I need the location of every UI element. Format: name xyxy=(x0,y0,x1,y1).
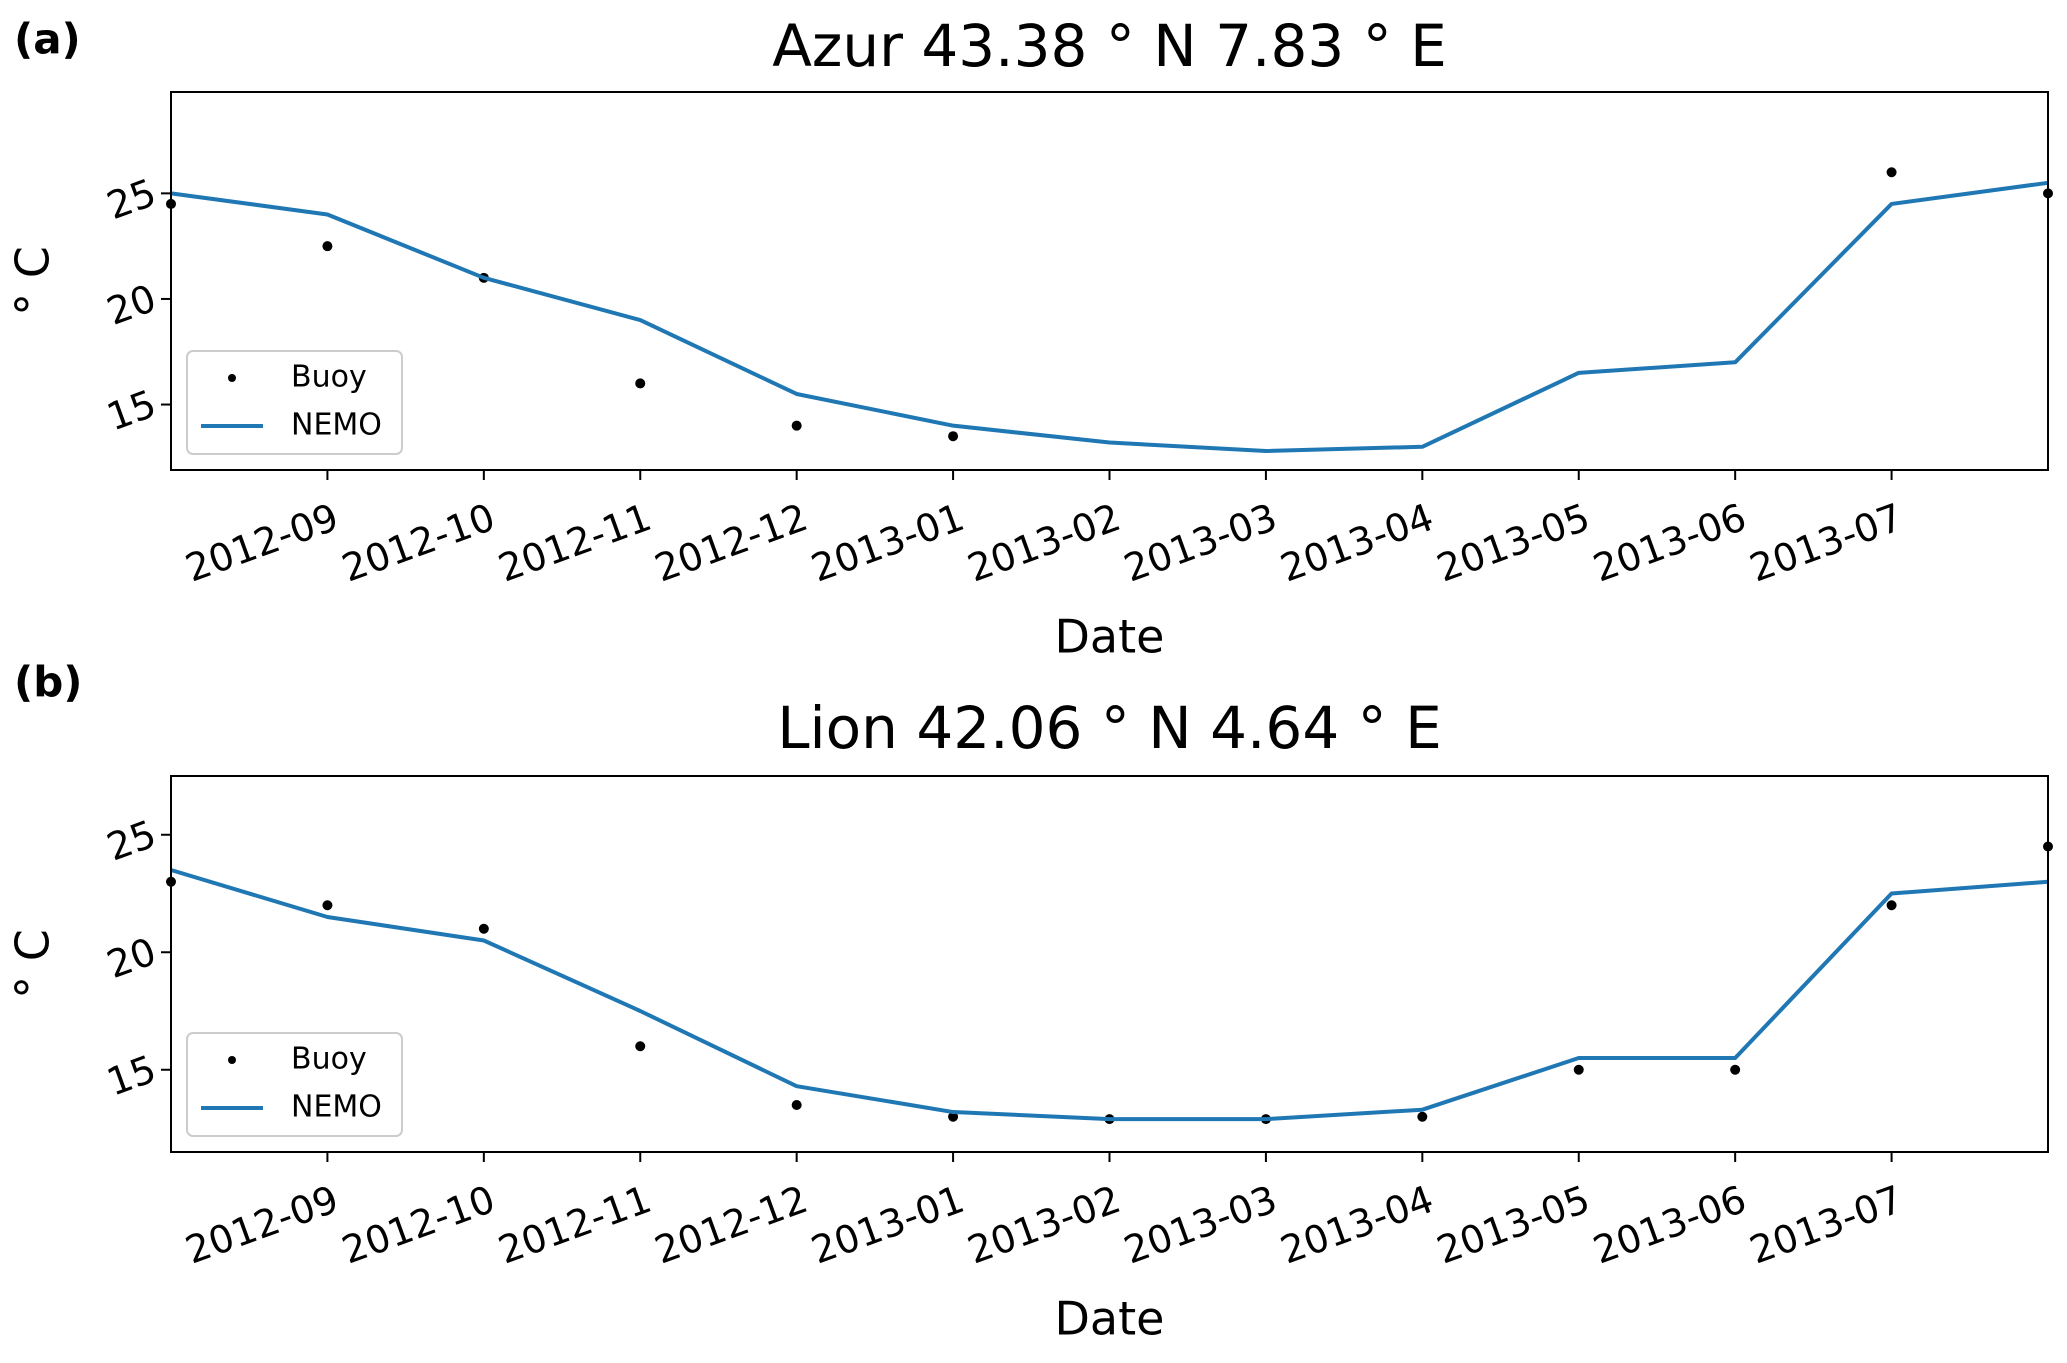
plot-frame xyxy=(170,775,2049,1153)
y-tick-label: 20 xyxy=(101,276,161,334)
x-tick-label: 2012-10 xyxy=(336,1177,500,1273)
buoy-point xyxy=(1573,1064,1584,1075)
buoy-point xyxy=(791,420,802,431)
y-tick-label: 15 xyxy=(101,382,161,440)
x-tick-label: 2012-09 xyxy=(180,495,344,591)
buoy-point xyxy=(791,1100,802,1110)
y-tick-label: 20 xyxy=(101,929,161,987)
legend-label: Buoy xyxy=(291,360,367,395)
legend-label: NEMO xyxy=(291,1090,382,1125)
y-tick-label: 15 xyxy=(101,1047,161,1105)
legend-marker xyxy=(228,1056,236,1064)
buoy-point xyxy=(635,1041,646,1052)
buoy-point xyxy=(322,900,333,911)
x-tick-label: 2013-06 xyxy=(1588,495,1752,591)
legend-label: Buoy xyxy=(291,1042,367,1077)
chart-title: Lion 42.06 ° N 4.64 ° E xyxy=(777,694,1442,762)
x-tick-label: 2013-06 xyxy=(1588,1177,1752,1273)
panel-label: (b) xyxy=(14,658,82,707)
nemo-line xyxy=(170,868,2049,1122)
y-axis-label: ° C xyxy=(6,929,60,999)
x-tick-label: 2013-04 xyxy=(1275,1177,1439,1273)
x-tick-label: 2013-05 xyxy=(1431,495,1595,591)
buoy-point xyxy=(1886,167,1897,178)
x-tick-label: 2012-12 xyxy=(649,1177,813,1273)
x-tick-label: 2012-09 xyxy=(180,1177,344,1273)
x-tick-label: 2013-03 xyxy=(1118,495,1282,591)
x-tick-label: 2012-12 xyxy=(649,495,813,591)
x-tick-label: 2012-11 xyxy=(493,495,657,591)
buoy-point xyxy=(1886,900,1897,911)
x-tick-label: 2013-01 xyxy=(805,495,969,591)
nemo-line xyxy=(170,180,2049,453)
y-axis-label: ° C xyxy=(6,246,60,316)
legend-box xyxy=(186,350,403,455)
buoy-point xyxy=(948,1111,959,1122)
panel-label: (a) xyxy=(14,15,81,64)
x-axis-label: Date xyxy=(1055,610,1165,664)
y-tick-label: 25 xyxy=(101,812,161,870)
x-axis-label: Date xyxy=(1055,1292,1165,1346)
x-tick-label: 2013-03 xyxy=(1118,1177,1282,1273)
x-tick-label: 2013-02 xyxy=(962,495,1126,591)
buoy-point xyxy=(635,378,646,389)
x-tick-label: 2013-04 xyxy=(1275,495,1439,591)
x-tick-label: 2013-07 xyxy=(1744,1177,1908,1273)
y-tick-label: 25 xyxy=(101,170,161,228)
chart-title: Azur 43.38 ° N 7.83 ° E xyxy=(772,12,1447,80)
x-tick-label: 2013-07 xyxy=(1744,495,1908,591)
legend-label: NEMO xyxy=(291,408,382,443)
legend-marker xyxy=(228,374,236,382)
plot-frame xyxy=(170,91,2049,471)
x-tick-label: 2013-02 xyxy=(962,1177,1126,1273)
legend-box xyxy=(186,1032,403,1137)
x-tick-label: 2012-11 xyxy=(493,1177,657,1273)
buoy-point xyxy=(948,431,959,442)
x-tick-label: 2012-10 xyxy=(336,495,500,591)
buoy-point xyxy=(1730,1064,1741,1075)
buoy-point xyxy=(478,923,489,934)
x-tick-label: 2013-01 xyxy=(805,1177,969,1273)
buoy-point xyxy=(322,241,333,252)
x-tick-label: 2013-05 xyxy=(1431,1177,1595,1273)
buoy-point xyxy=(1417,1111,1428,1122)
